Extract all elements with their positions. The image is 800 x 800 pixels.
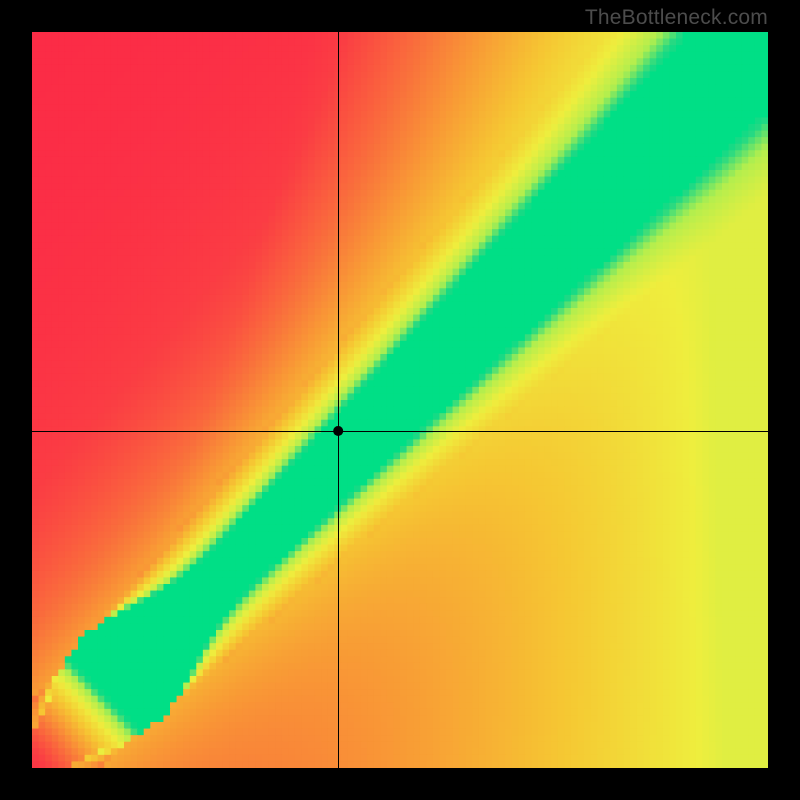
heatmap-canvas [32, 32, 768, 768]
bottleneck-heatmap [32, 32, 768, 768]
attribution-text: TheBottleneck.com [585, 6, 768, 30]
